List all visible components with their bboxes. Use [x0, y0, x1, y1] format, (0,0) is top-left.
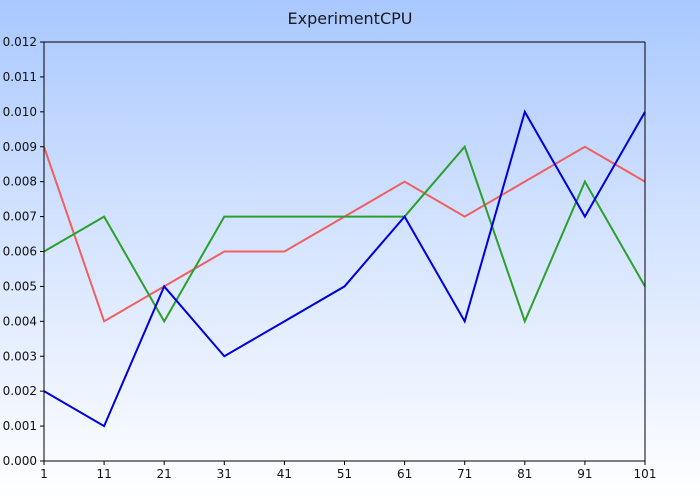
- x-tick-label: 81: [517, 467, 532, 481]
- y-tick-label: 0.008: [3, 175, 37, 189]
- x-axis-ticks: 1 11 21 31 41 51 61 71 81 91 101: [40, 461, 656, 481]
- x-tick-label: 41: [277, 467, 292, 481]
- x-tick-label: 1: [40, 467, 48, 481]
- y-tick-label: 0.007: [3, 210, 37, 224]
- x-tick-label: 31: [217, 467, 232, 481]
- y-tick-label: 0.009: [3, 140, 37, 154]
- chart-title: ExperimentCPU: [288, 9, 413, 28]
- x-tick-label: 11: [96, 467, 111, 481]
- y-tick-label: 0.002: [3, 384, 37, 398]
- x-tick-label: 51: [337, 467, 352, 481]
- x-tick-label: 61: [397, 467, 412, 481]
- x-tick-label: 91: [577, 467, 592, 481]
- y-tick-label: 0.000: [3, 454, 37, 468]
- x-tick-label: 101: [634, 467, 657, 481]
- y-tick-label: 0.012: [3, 35, 37, 49]
- y-tick-label: 0.006: [3, 245, 37, 259]
- y-tick-label: 0.005: [3, 279, 37, 293]
- series-lines: [43, 109, 646, 428]
- y-axis-ticks: 0.000 0.001 0.002 0.003 0.004 0.005 0.006 0.007…: [3, 35, 44, 468]
- y-tick-label: 0.003: [3, 349, 37, 363]
- y-tick-label: 0.001: [3, 419, 37, 433]
- x-tick-label: 71: [457, 467, 472, 481]
- x-tick-label: 21: [157, 467, 172, 481]
- series-line-3: [43, 109, 646, 428]
- y-tick-label: 0.004: [3, 314, 37, 328]
- series-line-2: [43, 144, 646, 325]
- y-tick-label: 0.011: [3, 70, 37, 84]
- y-tick-label: 0.010: [3, 105, 37, 119]
